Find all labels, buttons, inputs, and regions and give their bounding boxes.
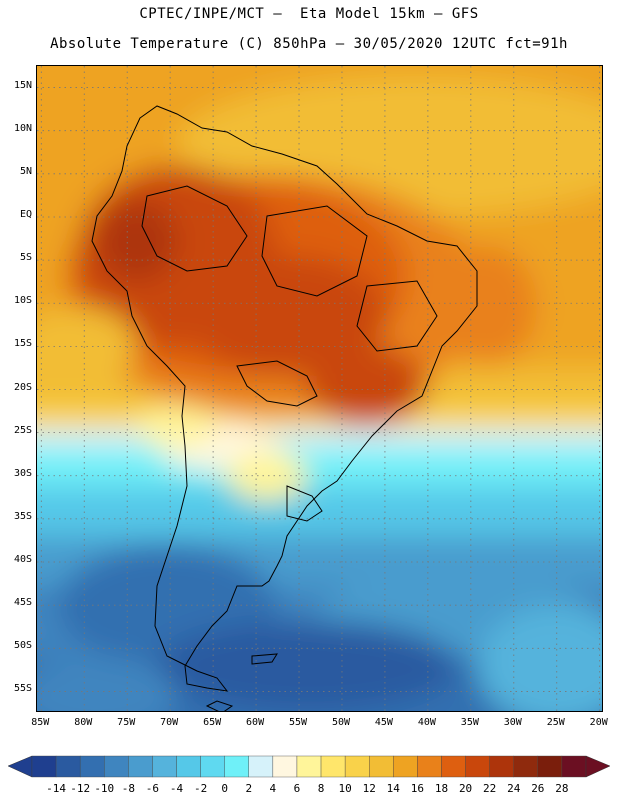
lon-tick-label: 30W bbox=[503, 717, 522, 728]
colorbar-swatch bbox=[537, 755, 563, 778]
colorbar-tick-label: 28 bbox=[555, 782, 569, 795]
colorbar-tick-label: 2 bbox=[245, 782, 253, 795]
lat-lon-grid bbox=[37, 66, 602, 711]
lat-tick-label: 10N bbox=[13, 122, 32, 134]
lat-tick-label: 25S bbox=[13, 424, 32, 436]
map-title-variable: Absolute Temperature (C) 850hPa – 30/05/… bbox=[50, 36, 568, 52]
map-title-source: CPTEC/INPE/MCT – Eta Model 15km – GFS bbox=[139, 6, 479, 22]
map-panel bbox=[36, 65, 603, 712]
colorbar-swatch bbox=[561, 755, 587, 778]
colorbar-swatch bbox=[441, 755, 466, 778]
colorbar-swatch bbox=[489, 755, 514, 778]
colorbar-tick-label: -14 bbox=[46, 782, 67, 795]
colorbar-tick-label: 20 bbox=[458, 782, 473, 795]
colorbar-tick-label: 12 bbox=[362, 782, 376, 795]
lon-tick-label: 35W bbox=[460, 717, 479, 728]
colorbar-tick-label: 14 bbox=[386, 782, 400, 795]
colorbar-swatch bbox=[224, 755, 249, 778]
lon-tick-label: 75W bbox=[117, 717, 136, 728]
colorbar-tick-label: 18 bbox=[434, 782, 449, 795]
colorbar-tick-label: -6 bbox=[145, 782, 160, 795]
colorbar-tick-label: -12 bbox=[70, 782, 91, 795]
lat-tick-label: 30S bbox=[13, 467, 32, 479]
colorbar-tick-label: -10 bbox=[94, 782, 115, 795]
lat-tick-label: 10S bbox=[13, 295, 32, 307]
lon-tick-label: 60W bbox=[246, 717, 265, 728]
colorbar-tick-label: 0 bbox=[221, 782, 228, 795]
colorbar-tick-label: 26 bbox=[531, 782, 545, 795]
colorbar-swatch bbox=[79, 755, 105, 778]
colorbar-swatch bbox=[272, 755, 298, 778]
colorbar-swatch bbox=[248, 755, 274, 778]
colorbar-tick-label: -8 bbox=[121, 782, 135, 795]
lat-tick-label: 5N bbox=[19, 165, 32, 177]
temperature-map bbox=[37, 66, 602, 711]
colorbar bbox=[7, 755, 611, 778]
lat-tick-label: 55S bbox=[13, 683, 32, 695]
colorbar-tick-label: -2 bbox=[193, 782, 208, 795]
lat-tick-label: EQ bbox=[19, 208, 32, 220]
lat-tick-label: 40S bbox=[13, 554, 32, 566]
lon-tick-label: 70W bbox=[160, 717, 179, 728]
colorbar-tick-label: 16 bbox=[410, 782, 425, 795]
lon-tick-label: 25W bbox=[546, 717, 565, 728]
lon-tick-label: 50W bbox=[331, 717, 350, 728]
lon-tick-label: 80W bbox=[74, 717, 93, 728]
colorbar-swatch bbox=[128, 755, 153, 778]
lon-tick-label: 85W bbox=[31, 717, 50, 728]
colorbar-tick-label: 24 bbox=[507, 782, 521, 795]
colorbar-min-arrow bbox=[7, 755, 33, 778]
colorbar-swatch bbox=[176, 755, 201, 778]
lat-tick-label: 5S bbox=[19, 252, 32, 264]
colorbar-tick-label: 8 bbox=[317, 782, 325, 795]
colorbar-swatch bbox=[417, 755, 442, 778]
lat-tick-label: 20S bbox=[13, 381, 32, 393]
colorbar-max-arrow bbox=[585, 755, 611, 778]
lon-tick-label: 65W bbox=[203, 717, 222, 728]
colorbar-swatch bbox=[55, 755, 81, 778]
coastline bbox=[91, 105, 478, 711]
lon-tick-label: 45W bbox=[374, 717, 393, 728]
colorbar-swatch bbox=[31, 755, 57, 778]
colorbar-tick-label: 4 bbox=[269, 782, 277, 795]
colorbar-swatch bbox=[296, 755, 322, 778]
lat-tick-label: 50S bbox=[13, 640, 32, 652]
colorbar-swatch bbox=[393, 755, 418, 778]
colorbar-swatch bbox=[344, 755, 370, 778]
colorbar-swatch bbox=[320, 755, 346, 778]
colorbar-swatch bbox=[104, 755, 129, 778]
lat-tick-label: 15N bbox=[13, 79, 32, 91]
lat-tick-label: 45S bbox=[13, 597, 32, 609]
colorbar-swatch bbox=[465, 755, 490, 778]
colorbar-tick-label: 10 bbox=[338, 782, 352, 795]
lon-tick-label: 40W bbox=[417, 717, 436, 728]
colorbar-swatch bbox=[200, 755, 225, 778]
lon-tick-label: 20W bbox=[589, 717, 608, 728]
colorbar-swatch bbox=[369, 755, 394, 778]
colorbar-swatch bbox=[513, 755, 539, 778]
colorbar-tick-label: 6 bbox=[293, 782, 301, 795]
colorbar-swatch bbox=[152, 755, 177, 778]
colorbar-tick-label: -4 bbox=[169, 782, 184, 795]
lat-tick-label: 35S bbox=[13, 510, 32, 522]
lon-tick-label: 55W bbox=[288, 717, 308, 728]
lat-tick-label: 15S bbox=[13, 338, 32, 350]
colorbar-tick-label: 22 bbox=[483, 782, 497, 795]
